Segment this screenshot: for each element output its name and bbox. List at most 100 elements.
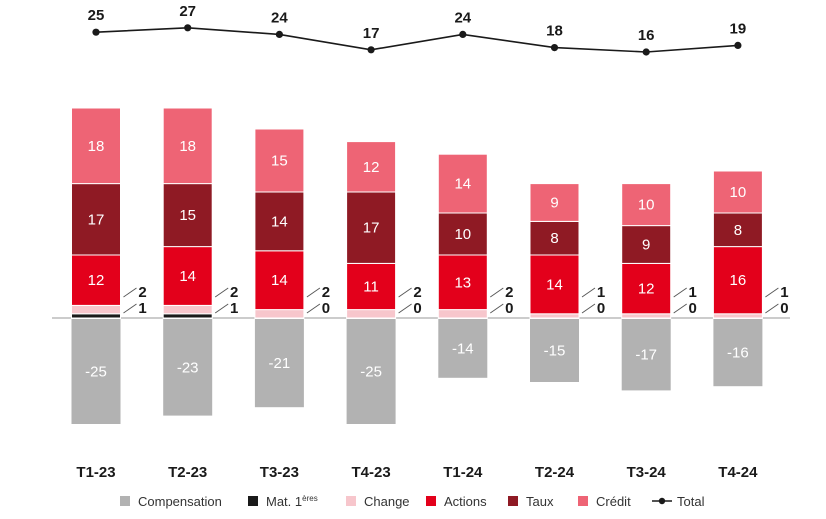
bar-segment-actions <box>254 250 305 311</box>
category-label: T1-23 <box>76 464 115 481</box>
segment-label-credit: 9 <box>550 195 558 212</box>
segment-label-taux: 8 <box>734 222 742 239</box>
segment-label-taux: 17 <box>363 220 380 237</box>
bar-segment-credit <box>254 128 305 193</box>
total-point <box>92 28 100 36</box>
segment-label-compensation: -21 <box>269 355 291 372</box>
value-label-mat-1eres: 0 <box>780 300 788 317</box>
bar-segment-change <box>529 313 580 319</box>
leader-line-change <box>306 287 321 298</box>
total-point <box>734 41 742 50</box>
segment-label-compensation: -15 <box>544 343 566 360</box>
segment-label-compensation: -17 <box>635 347 657 364</box>
bar-segment-taux <box>712 212 763 248</box>
segment-label-credit: 18 <box>179 138 196 155</box>
total-point <box>367 46 375 54</box>
legend-label-total: Total <box>677 494 705 509</box>
leader-line-mat-1eres <box>398 303 412 314</box>
leader-line-mat-1eres <box>214 303 229 314</box>
total-value-label: 16 <box>638 27 655 44</box>
bar-segment-taux <box>437 212 488 256</box>
segment-label-credit: 18 <box>88 138 105 155</box>
segment-label-actions: 12 <box>638 281 655 298</box>
value-label-change: 2 <box>505 284 513 301</box>
legend-swatch-total-point <box>658 497 666 505</box>
total-point <box>459 30 467 38</box>
legend-label-credit: Crédit <box>596 494 631 509</box>
bar-segment-taux <box>621 225 672 264</box>
total-line <box>95 26 738 53</box>
segment-label-compensation: -16 <box>727 345 749 362</box>
bar-segment-credit <box>712 170 763 214</box>
category-label: T3-24 <box>627 464 667 481</box>
bar-segment-compensation <box>254 319 304 408</box>
value-label-mat-1eres: 0 <box>505 300 513 317</box>
bar-segment-change <box>162 304 213 315</box>
bar-segment-actions <box>621 262 672 315</box>
value-label-mat-1eres: 0 <box>597 300 605 317</box>
bar-segment-taux <box>71 183 121 256</box>
segment-label-taux: 10 <box>454 226 471 243</box>
bar-segment-change <box>254 309 305 319</box>
value-label-mat-1eres: 0 <box>322 300 330 317</box>
bar-segment-compensation <box>71 319 121 424</box>
legend-label-compensation: Compensation <box>138 494 222 509</box>
bar-segment-change <box>437 309 488 319</box>
leader-line-change <box>673 287 687 298</box>
value-label-change: 2 <box>413 284 421 301</box>
category-label: T4-23 <box>352 464 391 481</box>
legend-swatch-taux <box>508 496 518 506</box>
leader-line-change <box>490 287 504 298</box>
segment-label-actions: 14 <box>546 276 563 293</box>
bar-segment-actions <box>437 254 488 311</box>
bar-segment-compensation <box>163 319 213 416</box>
total-value-label: 24 <box>271 9 288 26</box>
bar-segment-compensation <box>438 319 488 378</box>
segment-label-taux: 15 <box>179 207 196 224</box>
segment-label-credit: 15 <box>271 153 288 170</box>
value-label-mat-1eres: 1 <box>138 300 146 317</box>
segment-label-taux: 17 <box>88 211 105 228</box>
bar-segment-credit <box>529 183 580 222</box>
bar-segment-credit <box>437 153 488 214</box>
segment-label-compensation: -25 <box>85 364 107 381</box>
bar-segment-mat-1eres <box>71 313 121 319</box>
legend-label-mat-1eres: Mat. 1ères <box>266 494 318 509</box>
total-line-layer: 25 27 24 17 24 18 16 19 <box>88 3 747 56</box>
leader-line-change <box>214 287 229 298</box>
bar-segment-taux <box>162 183 213 248</box>
bar-segment-taux <box>254 191 305 252</box>
legend: Compensation Mat. 1ères Change Actions Taux C… <box>120 494 705 509</box>
total-value-label: 19 <box>730 20 747 37</box>
value-label-change: 1 <box>689 284 697 301</box>
legend-label-superscript: ères <box>302 494 318 503</box>
segment-label-compensation: -23 <box>177 359 199 376</box>
segment-label-actions: 16 <box>730 272 747 289</box>
segment-label-actions: 11 <box>363 279 379 296</box>
value-label-change: 1 <box>780 284 788 301</box>
value-label-change: 2 <box>322 284 330 301</box>
legend-swatch-compensation <box>120 496 130 506</box>
bars-layer: -25121718-23141518-21141415-25111712-141… <box>52 107 790 424</box>
segment-label-actions: 12 <box>88 272 105 289</box>
legend-swatch-actions <box>426 496 436 506</box>
value-label-change: 2 <box>138 284 146 301</box>
value-label-change: 1 <box>597 284 605 301</box>
bar-segment-change <box>71 304 121 315</box>
bar-segment-change <box>712 313 763 319</box>
segment-label-credit: 14 <box>454 176 471 193</box>
bar-segment-compensation <box>621 319 671 391</box>
category-label: T4-24 <box>718 464 758 481</box>
legend-label-actions: Actions <box>444 494 487 509</box>
bar-segment-change <box>621 313 672 319</box>
bar-segment-compensation <box>713 319 763 387</box>
category-axis-labels: T1-23 T2-23 T3-23 T4-23 T1-24 T2-24 T3-24 T4-24 <box>76 464 758 481</box>
value-label-mat-1eres: 1 <box>230 300 238 317</box>
segment-label-taux: 8 <box>550 230 558 247</box>
legend-label-change: Change <box>364 494 410 509</box>
value-label-mat-1eres: 0 <box>689 300 697 317</box>
total-value-label: 18 <box>546 23 563 40</box>
bar-segment-actions <box>712 246 763 315</box>
